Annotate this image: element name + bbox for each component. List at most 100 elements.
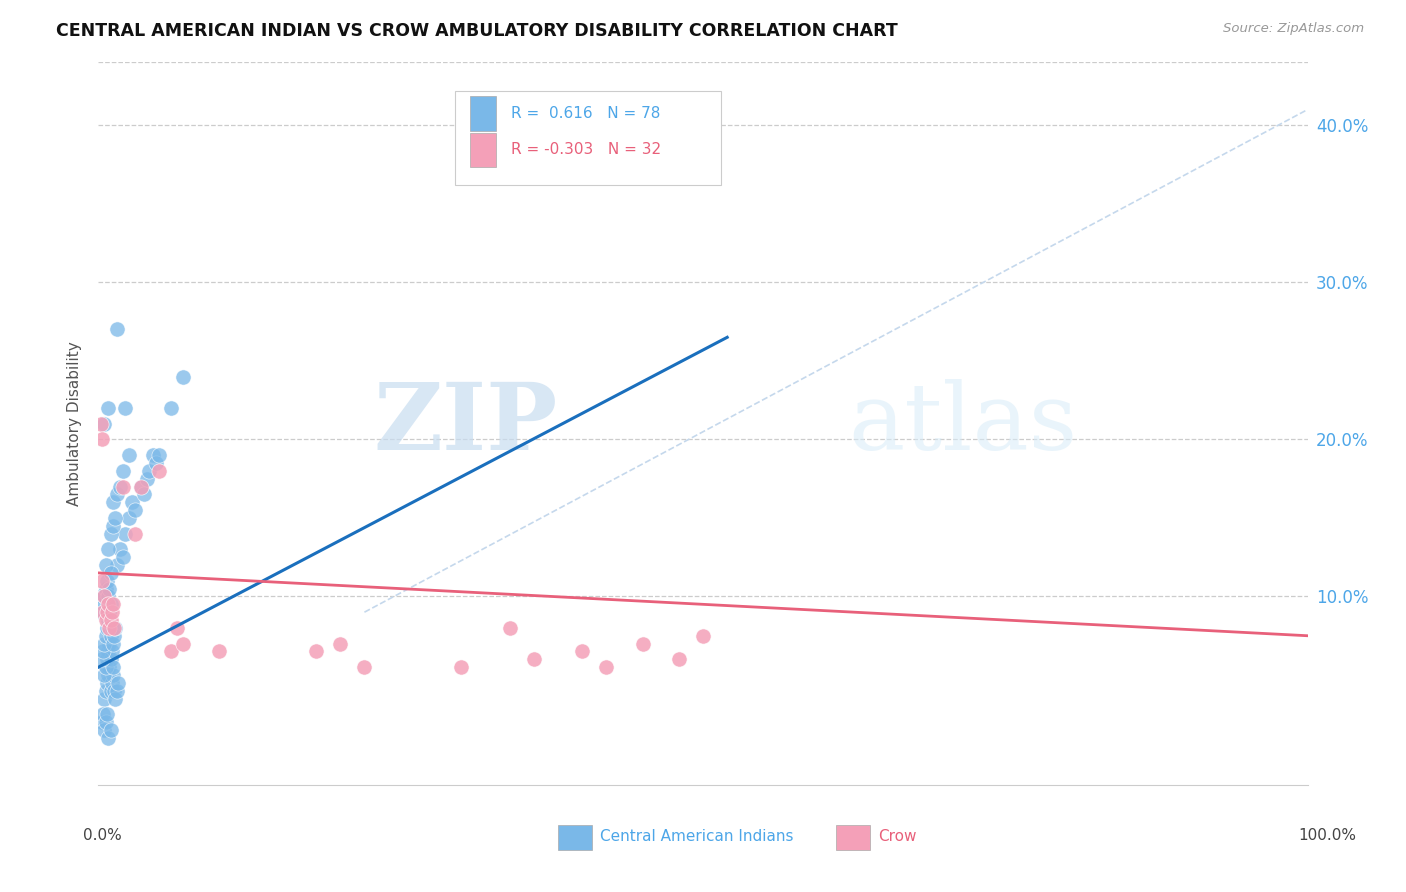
FancyBboxPatch shape xyxy=(837,825,870,850)
Point xyxy=(148,448,170,462)
Point xyxy=(124,503,146,517)
Point xyxy=(94,558,117,572)
Point xyxy=(135,472,157,486)
Point xyxy=(103,683,125,698)
Point xyxy=(96,574,118,588)
Point xyxy=(134,487,156,501)
Point xyxy=(101,598,124,612)
Point xyxy=(97,668,120,682)
Point xyxy=(98,582,121,596)
Point xyxy=(111,550,134,565)
Point xyxy=(98,637,121,651)
Point xyxy=(172,637,194,651)
Point xyxy=(305,644,328,658)
Point xyxy=(93,417,115,431)
Point xyxy=(692,629,714,643)
Point xyxy=(94,613,117,627)
Y-axis label: Ambulatory Disability: Ambulatory Disability xyxy=(67,342,83,506)
Point xyxy=(114,401,136,415)
Text: Crow: Crow xyxy=(879,830,917,845)
FancyBboxPatch shape xyxy=(470,96,496,131)
Point xyxy=(329,637,352,651)
Point xyxy=(91,590,114,604)
Point xyxy=(94,683,117,698)
Point xyxy=(129,479,152,493)
Point xyxy=(108,479,131,493)
Point xyxy=(105,683,128,698)
Point xyxy=(97,590,120,604)
Point xyxy=(100,605,122,619)
Point xyxy=(208,644,231,658)
Point xyxy=(101,668,124,682)
Point xyxy=(97,644,120,658)
Point xyxy=(450,660,472,674)
Point xyxy=(100,566,122,580)
Point xyxy=(93,590,115,604)
Point xyxy=(97,598,120,612)
Point xyxy=(523,652,546,666)
Point xyxy=(100,652,122,666)
Point xyxy=(100,676,122,690)
Point xyxy=(100,598,122,612)
Point xyxy=(101,637,124,651)
Point xyxy=(94,629,117,643)
Point xyxy=(103,629,125,643)
Point xyxy=(93,668,115,682)
Point xyxy=(100,683,122,698)
Point xyxy=(111,464,134,478)
FancyBboxPatch shape xyxy=(558,825,592,850)
Point xyxy=(571,644,593,658)
Text: R =  0.616   N = 78: R = 0.616 N = 78 xyxy=(510,106,661,121)
Point xyxy=(148,464,170,478)
Point xyxy=(93,637,115,651)
Text: R = -0.303   N = 32: R = -0.303 N = 32 xyxy=(510,143,661,157)
Text: ZIP: ZIP xyxy=(374,379,558,468)
Point xyxy=(105,558,128,572)
Point xyxy=(142,448,165,462)
Point xyxy=(96,707,118,722)
Text: CENTRAL AMERICAN INDIAN VS CROW AMBULATORY DISABILITY CORRELATION CHART: CENTRAL AMERICAN INDIAN VS CROW AMBULATO… xyxy=(56,22,898,40)
Point xyxy=(160,401,183,415)
Text: 100.0%: 100.0% xyxy=(1298,828,1357,843)
Point xyxy=(91,574,114,588)
Point xyxy=(98,660,121,674)
FancyBboxPatch shape xyxy=(470,133,496,167)
Point xyxy=(353,660,375,674)
Point xyxy=(100,621,122,635)
Point xyxy=(100,613,122,627)
Point xyxy=(93,723,115,737)
Point xyxy=(97,542,120,557)
Text: Source: ZipAtlas.com: Source: ZipAtlas.com xyxy=(1223,22,1364,36)
Point xyxy=(668,652,690,666)
Point xyxy=(104,621,127,635)
Point xyxy=(96,652,118,666)
Point xyxy=(124,526,146,541)
Point xyxy=(104,691,127,706)
Point xyxy=(129,479,152,493)
Point xyxy=(97,613,120,627)
Point xyxy=(96,676,118,690)
Point xyxy=(107,676,129,690)
Point xyxy=(94,582,117,596)
Text: 0.0%: 0.0% xyxy=(83,828,122,843)
Point xyxy=(111,479,134,493)
Point xyxy=(100,526,122,541)
Point xyxy=(100,723,122,737)
Point xyxy=(93,691,115,706)
Point xyxy=(97,731,120,745)
Point xyxy=(104,511,127,525)
Point xyxy=(98,621,121,635)
Point xyxy=(100,644,122,658)
Point xyxy=(100,629,122,643)
Point xyxy=(103,621,125,635)
Point xyxy=(145,456,167,470)
Point xyxy=(91,707,114,722)
Point xyxy=(96,605,118,619)
Text: Central American Indians: Central American Indians xyxy=(600,830,794,845)
Point xyxy=(108,542,131,557)
Point xyxy=(118,511,141,525)
Point xyxy=(166,621,188,635)
Point xyxy=(101,495,124,509)
Point xyxy=(138,464,160,478)
Point xyxy=(90,417,112,431)
